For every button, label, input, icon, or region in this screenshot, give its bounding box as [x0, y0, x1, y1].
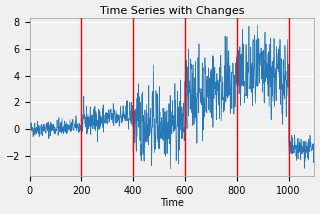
X-axis label: Time: Time: [160, 198, 184, 208]
Title: Time Series with Changes: Time Series with Changes: [100, 6, 244, 16]
